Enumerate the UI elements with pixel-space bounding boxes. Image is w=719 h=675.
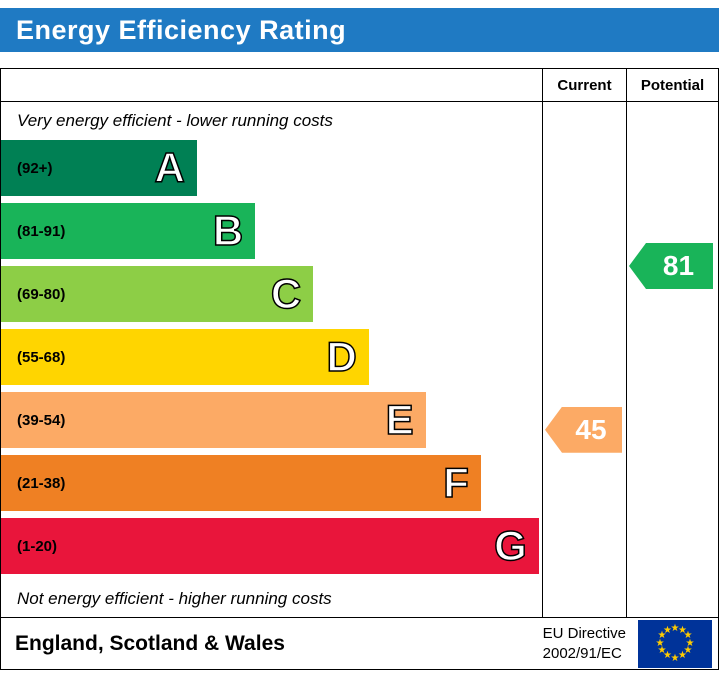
band-range: (1-20) xyxy=(17,537,58,555)
band-range: (69-80) xyxy=(17,285,66,303)
band-d-bar: (55-68) D xyxy=(1,329,369,385)
band-b-bar: (81-91) B xyxy=(1,203,256,259)
potential-column: 81 xyxy=(626,102,718,617)
band-a-bar: (92+) A xyxy=(1,140,197,196)
potential-value: 81 xyxy=(662,250,695,281)
current-arrow: 45 xyxy=(545,406,622,453)
title-banner: Energy Efficiency Rating xyxy=(0,8,719,52)
band-range: (55-68) xyxy=(17,348,66,366)
band-e-bar: (39-54) E xyxy=(1,392,426,448)
chart-header-row: Current Potential xyxy=(1,69,718,102)
footer: England, Scotland & Wales EU Directive 2… xyxy=(0,618,719,670)
eu-directive-label: EU Directive 2002/91/EC xyxy=(543,624,626,663)
band-range: (21-38) xyxy=(17,474,66,492)
band-range: (39-54) xyxy=(17,411,66,429)
band-row-f: (21-38) F xyxy=(1,455,542,518)
band-letter: A xyxy=(154,144,186,191)
chart-body: Very energy efficient - lower running co… xyxy=(1,102,718,617)
eu-directive-line1: EU Directive xyxy=(542,625,626,642)
band-letter: B xyxy=(212,207,244,254)
band-row-g: (1-20) G xyxy=(1,518,542,581)
band-letter: C xyxy=(270,270,302,317)
current-column-header: Current xyxy=(542,69,626,101)
band-c-bar: (69-80) C xyxy=(1,266,314,322)
band-row-e: (39-54) E xyxy=(1,392,542,455)
potential-arrow: 81 xyxy=(629,243,713,289)
band-range: (92+) xyxy=(17,159,53,177)
eu-flag-icon: ★ ★ ★ ★ ★ ★ ★ ★ ★ ★ ★ ★ xyxy=(638,619,712,668)
band-letter: E xyxy=(385,396,415,443)
eu-directive-line2: 2002/91/EC xyxy=(542,644,622,662)
band-row-a: (92+) A xyxy=(1,140,542,203)
band-f-bar: (21-38) F xyxy=(1,455,481,511)
bands-column: Very energy efficient - lower running co… xyxy=(1,102,542,617)
epc-chart: Current Potential Very energy efficient … xyxy=(0,68,719,618)
current-column: 45 xyxy=(542,102,626,617)
band-row-c: (69-80) C xyxy=(1,266,542,329)
potential-column-header: Potential xyxy=(626,69,718,101)
current-value: 45 xyxy=(575,413,607,445)
band-letter: G xyxy=(493,522,527,569)
bottom-note: Not energy efficient - higher running co… xyxy=(17,589,332,608)
band-letter: D xyxy=(326,333,358,380)
top-note: Very energy efficient - lower running co… xyxy=(17,111,333,130)
header-spacer xyxy=(1,69,542,101)
band-g-bar: (1-20) G xyxy=(1,518,539,574)
band-row-d: (55-68) D xyxy=(1,329,542,392)
band-row-b: (81-91) B xyxy=(1,203,542,266)
band-letter: F xyxy=(442,459,469,506)
band-range: (81-91) xyxy=(17,222,66,240)
page-title: Energy Efficiency Rating xyxy=(16,14,347,45)
region-label: England, Scotland & Wales xyxy=(15,631,285,655)
